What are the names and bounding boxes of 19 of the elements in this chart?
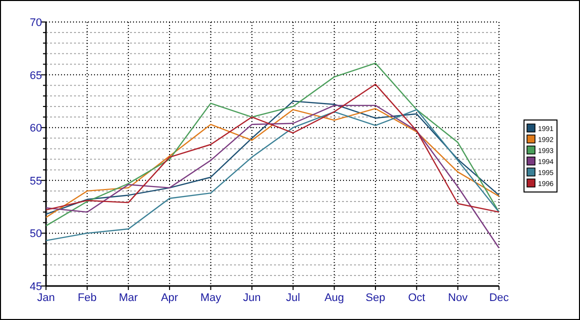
y-tick-label: 45 — [30, 281, 42, 293]
y-tick-label: 70 — [30, 17, 42, 29]
x-tick-label: Mar — [118, 292, 138, 304]
x-tick-label: Jul — [286, 292, 300, 304]
y-tick-label: 55 — [30, 175, 42, 188]
x-tick-label: Dec — [489, 292, 510, 304]
x-tick-label: Sep — [366, 292, 386, 304]
y-tick-label: 50 — [30, 228, 42, 240]
x-tick-label: May — [200, 292, 222, 304]
x-tick-label: Nov — [448, 292, 468, 304]
line-series — [45, 62, 500, 226]
y-tick-label: 60 — [30, 122, 42, 135]
x-tick-label: Jun — [243, 292, 261, 304]
x-tick-label: Feb — [78, 292, 97, 304]
x-tick-label: Aug — [324, 292, 344, 304]
y-tick-label: 65 — [30, 70, 42, 82]
x-tick-label: Apr — [160, 292, 178, 304]
x-tick-label: Oct — [408, 292, 426, 304]
x-tick-label: Jan — [37, 292, 55, 304]
